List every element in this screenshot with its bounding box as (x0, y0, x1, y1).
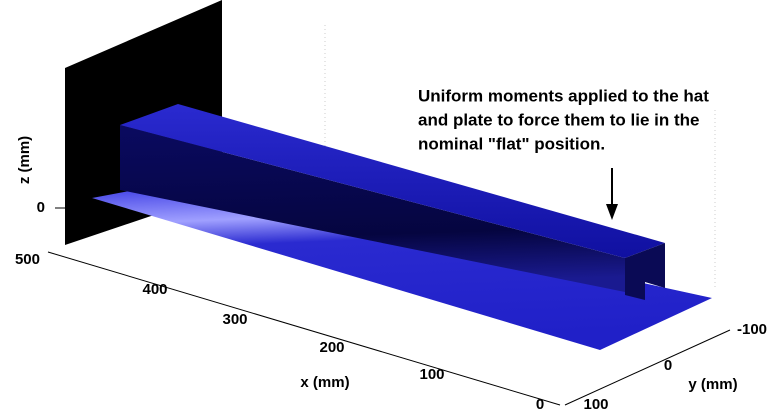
annotation-line: and plate to force them to lie in the (418, 110, 699, 129)
annotation-line: Uniform moments applied to the hat (418, 86, 709, 105)
x-tick-label: 200 (319, 339, 344, 356)
arrow-head (606, 204, 618, 220)
x-tick-label: 100 (419, 366, 444, 383)
x-axis-label: x (mm) (300, 374, 349, 391)
x-tick-label: 300 (222, 311, 247, 328)
x-tick-label: 500 (15, 251, 40, 268)
x-tick-label: 0 (536, 396, 544, 413)
annotation-line: nominal "flat" position. (418, 134, 605, 153)
z-axis-label: z (mm) (16, 136, 33, 184)
y-axis-label: y (mm) (688, 376, 737, 393)
figure: Uniform moments applied to the hat and p… (0, 0, 781, 418)
y-tick-label: 100 (583, 396, 608, 413)
z-tick-label: 0 (37, 199, 45, 216)
x-tick-label: 400 (142, 281, 167, 298)
y-tick-label: -100 (737, 321, 767, 338)
y-tick-label: 0 (664, 357, 672, 374)
